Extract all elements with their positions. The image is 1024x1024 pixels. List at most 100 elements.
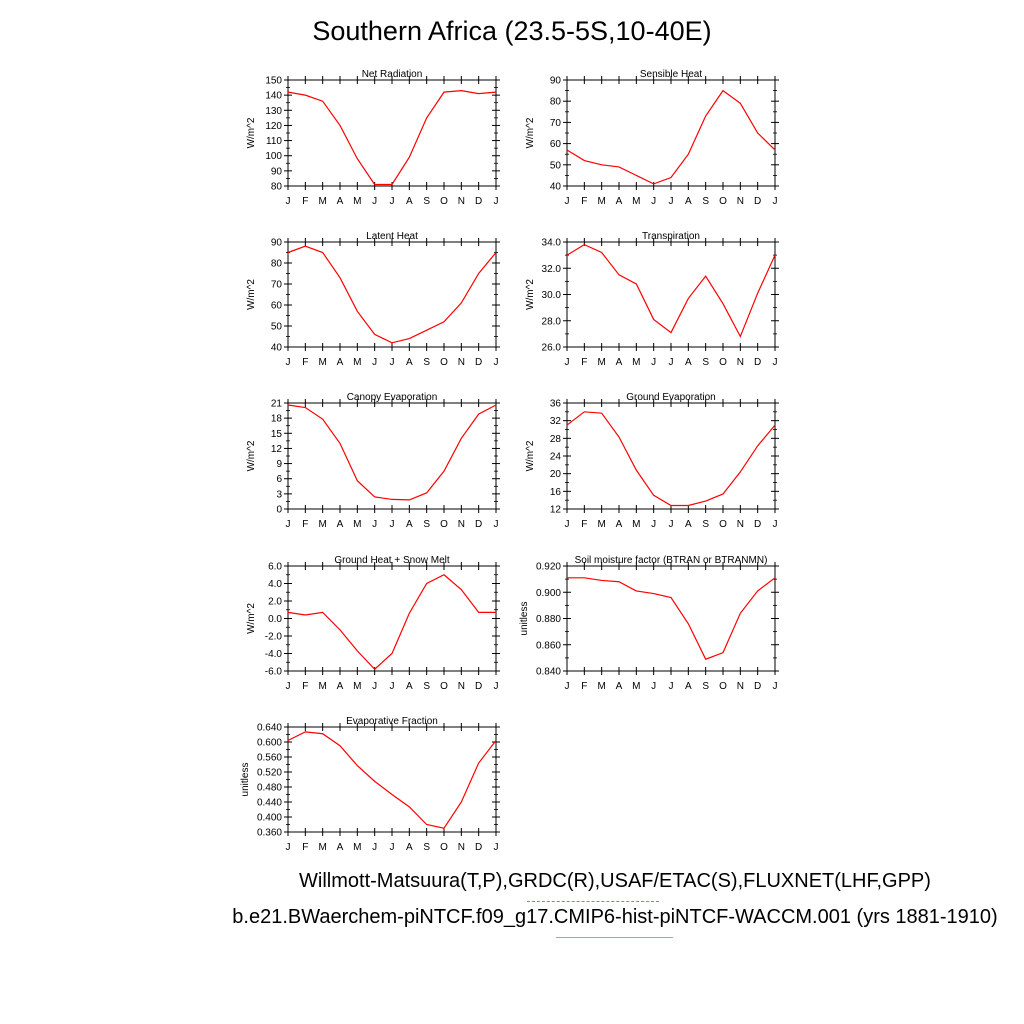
x-tick-label: J bbox=[773, 196, 778, 207]
y-axis-label: W/m^2 bbox=[525, 279, 536, 310]
x-tick-label: A bbox=[685, 681, 692, 692]
x-tick-label: D bbox=[754, 681, 761, 692]
x-tick-label: N bbox=[737, 519, 744, 530]
x-tick-label: O bbox=[719, 519, 727, 530]
chart-panel: Net Radiation 150 140 130 120 110 100 90 80 J F M A M… bbox=[228, 66, 506, 208]
y-tick-label: 80 bbox=[271, 259, 283, 270]
chart-title: Soil moisture factor (BTRAN or BTRANMN) bbox=[575, 555, 768, 566]
y-tick-label: 18 bbox=[271, 414, 283, 425]
x-tick-label: O bbox=[719, 681, 727, 692]
x-tick-label: J bbox=[669, 196, 674, 207]
x-tick-label: J bbox=[286, 842, 291, 853]
x-tick-label: J bbox=[669, 519, 674, 530]
y-tick-label: 50 bbox=[550, 160, 562, 171]
x-tick-label: J bbox=[390, 357, 395, 368]
x-tick-label: F bbox=[581, 196, 587, 207]
x-tick-label: M bbox=[318, 681, 326, 692]
x-tick-label: S bbox=[423, 519, 430, 530]
y-tick-label: 0.440 bbox=[257, 798, 282, 809]
y-axis-label: unitless bbox=[519, 602, 530, 636]
x-tick-label: O bbox=[440, 519, 448, 530]
chart-panel: Ground Heat + Snow Melt 6.0 4.0 2.0 0.0 -2.0 -… bbox=[228, 552, 506, 693]
chart-title: Transpiration bbox=[642, 231, 700, 242]
x-tick-label: J bbox=[565, 681, 570, 692]
x-tick-label: S bbox=[702, 519, 709, 530]
x-tick-label: F bbox=[581, 681, 587, 692]
x-tick-label: N bbox=[458, 519, 465, 530]
x-tick-label: A bbox=[406, 196, 413, 207]
x-tick-label: J bbox=[565, 519, 570, 530]
x-tick-label: J bbox=[494, 519, 499, 530]
x-tick-label: A bbox=[406, 842, 413, 853]
y-tick-label: 34.0 bbox=[542, 238, 562, 249]
x-tick-label: F bbox=[302, 681, 308, 692]
x-tick-label: J bbox=[494, 842, 499, 853]
x-tick-label: A bbox=[406, 681, 413, 692]
chart-title: Sensible Heat bbox=[640, 69, 702, 80]
x-tick-label: J bbox=[372, 357, 377, 368]
x-tick-label: J bbox=[390, 519, 395, 530]
y-tick-label: 0.400 bbox=[257, 813, 282, 824]
x-tick-label: N bbox=[458, 357, 465, 368]
y-tick-label: -6.0 bbox=[265, 667, 283, 678]
x-tick-label: F bbox=[302, 519, 308, 530]
chart-title: Net Radiation bbox=[362, 69, 423, 80]
x-tick-label: M bbox=[318, 842, 326, 853]
x-tick-label: M bbox=[353, 196, 361, 207]
y-tick-label: 32 bbox=[550, 416, 562, 427]
x-tick-label: J bbox=[651, 196, 656, 207]
x-tick-label: M bbox=[353, 519, 361, 530]
x-tick-label: J bbox=[773, 357, 778, 368]
x-tick-label: D bbox=[475, 681, 482, 692]
x-tick-label: A bbox=[616, 196, 623, 207]
model-legend-text: b.e21.BWaerchem-piNTCF.f09_g17.CMIP6-his… bbox=[232, 906, 998, 928]
chart-panel: Canopy Evaporation 21 18 15 12 9 6 3 0 J F M A M J J A S O… bbox=[228, 389, 506, 531]
x-tick-label: A bbox=[337, 681, 344, 692]
y-tick-label: 32.0 bbox=[542, 264, 562, 275]
y-tick-label: 0.360 bbox=[257, 828, 282, 839]
x-tick-label: J bbox=[372, 196, 377, 207]
x-tick-label: A bbox=[337, 357, 344, 368]
x-tick-label: M bbox=[632, 357, 640, 368]
x-tick-label: M bbox=[632, 519, 640, 530]
y-tick-label: 0.480 bbox=[257, 783, 282, 794]
x-tick-label: N bbox=[458, 681, 465, 692]
y-tick-label: 0.640 bbox=[257, 723, 282, 734]
series-line bbox=[566, 89, 776, 185]
y-tick-label: 36 bbox=[550, 399, 562, 410]
x-tick-label: O bbox=[719, 357, 727, 368]
y-tick-label: 60 bbox=[271, 301, 283, 312]
series-line bbox=[287, 245, 497, 344]
y-tick-label: 60 bbox=[550, 139, 562, 150]
line-chart: Ground Heat + Snow Melt 6.0 4.0 2.0 0.0 -2.0 -… bbox=[246, 555, 500, 692]
y-tick-label: 21 bbox=[271, 399, 283, 410]
y-tick-label: 70 bbox=[271, 280, 283, 291]
x-tick-label: O bbox=[440, 357, 448, 368]
y-tick-label: 15 bbox=[271, 429, 283, 440]
x-tick-label: M bbox=[318, 357, 326, 368]
series-line bbox=[287, 404, 497, 501]
y-axis-label: W/m^2 bbox=[246, 440, 257, 471]
y-tick-label: 70 bbox=[550, 118, 562, 129]
y-tick-label: 0.0 bbox=[268, 614, 282, 625]
x-tick-label: S bbox=[423, 196, 430, 207]
y-tick-label: 16 bbox=[550, 487, 562, 498]
y-tick-label: 120 bbox=[265, 121, 282, 132]
x-tick-label: S bbox=[423, 357, 430, 368]
chart-panel: Sensible Heat 90 80 70 60 50 40 J F M A M J J A S O N D J W/… bbox=[507, 66, 785, 208]
chart-panel: Ground Evaporation 36 32 28 24 20 16 12 J F M A M J J A… bbox=[507, 389, 785, 531]
x-tick-label: S bbox=[702, 681, 709, 692]
x-tick-label: A bbox=[406, 519, 413, 530]
x-tick-label: J bbox=[286, 357, 291, 368]
chart-title: Evaporative Fraction bbox=[346, 716, 438, 727]
x-tick-label: N bbox=[458, 196, 465, 207]
chart-title: Latent Heat bbox=[366, 231, 418, 242]
y-tick-label: 80 bbox=[271, 182, 283, 193]
x-tick-label: A bbox=[616, 519, 623, 530]
y-tick-label: 100 bbox=[265, 151, 282, 162]
x-tick-label: M bbox=[632, 681, 640, 692]
y-tick-label: -4.0 bbox=[265, 649, 283, 660]
